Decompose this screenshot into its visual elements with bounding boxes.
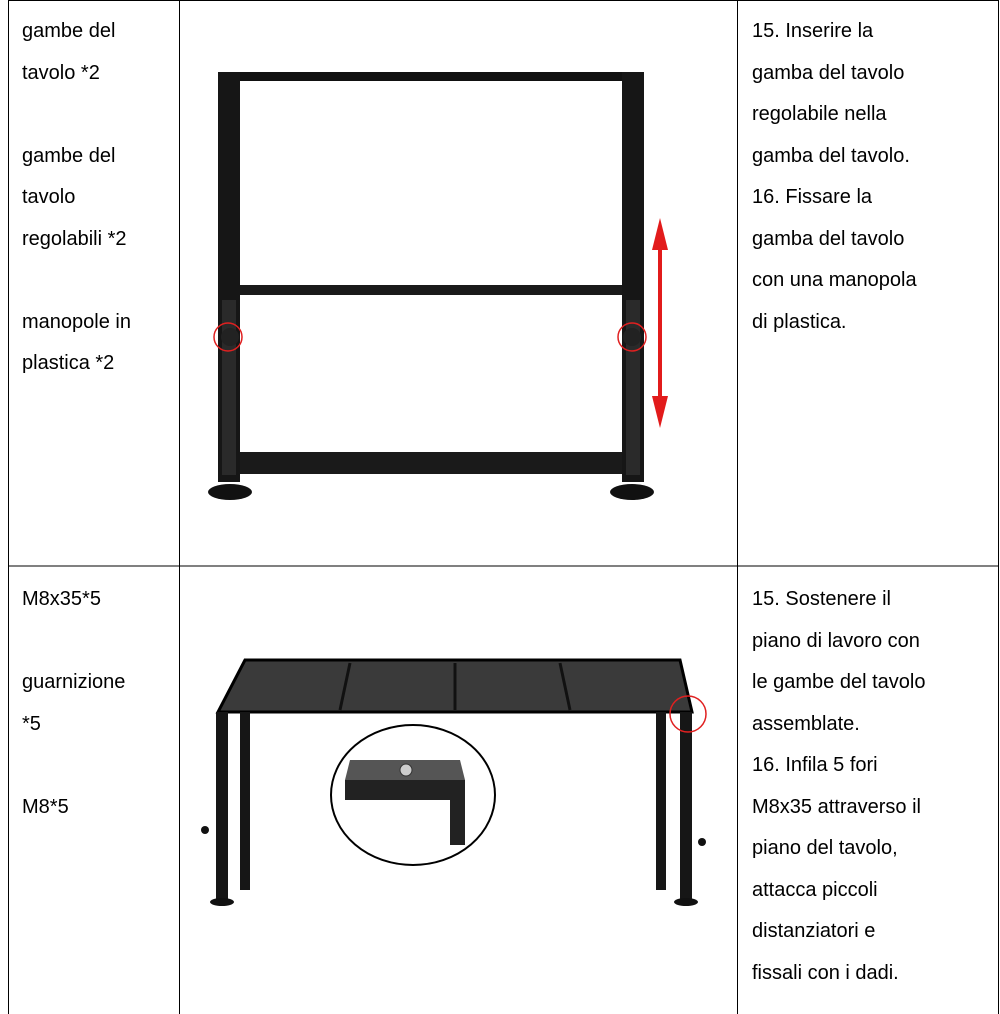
- text-line: 15. Sostenere il: [752, 588, 891, 610]
- text-line: assemblate.: [752, 712, 860, 735]
- text-line: tavolo *2: [22, 61, 100, 84]
- steps-cell: 15. Inserire la gamba del tavolo regolabil…: [752, 11, 917, 343]
- text-line: piano del tavolo,: [752, 837, 898, 859]
- text-line: guarnizione: [22, 671, 126, 693]
- text-line: 16. Infila 5 fori: [752, 754, 878, 776]
- table-frame-image: [208, 72, 668, 500]
- text-line: fissali con i dadi.: [752, 961, 899, 984]
- text-line: regolabili *2: [22, 227, 127, 250]
- table-borders: [8, 0, 999, 1014]
- text-line: distanziatori e: [752, 920, 876, 942]
- text-line: 16. Fissare la: [752, 186, 873, 208]
- text-line: *5: [22, 712, 41, 735]
- text-line: M8x35 attraverso il: [752, 795, 921, 818]
- text-line: gamba del tavolo: [752, 227, 905, 250]
- text-line: tavolo: [22, 186, 76, 208]
- text-line: gambe del: [22, 20, 116, 42]
- text-line: M8x35*5: [22, 588, 101, 610]
- text-line: plastica *2: [22, 352, 115, 374]
- text-line: gamba del tavolo: [752, 61, 905, 84]
- text-line: attacca piccoli: [752, 878, 878, 901]
- text-line: M8*5: [22, 795, 69, 818]
- text-line: 15. Inserire la: [752, 20, 874, 42]
- text-line: regolabile nella: [752, 103, 887, 125]
- text-line: gambe del: [22, 144, 116, 167]
- steps-cell: 15. Sostenere il piano di lavoro con le ga…: [752, 579, 925, 994]
- table-top-image: [201, 658, 707, 906]
- parts-cell: gambe del tavolo *2 gambe del tavolo regolab…: [22, 11, 131, 385]
- text-line: gamba del tavolo.: [752, 144, 910, 167]
- text-line: con una manopola: [752, 269, 917, 291]
- parts-cell: M8x35*5 guarnizione *5 M8*5: [22, 579, 125, 828]
- text-line: le gambe del tavolo: [752, 671, 926, 693]
- text-line: manopole in: [22, 310, 131, 333]
- text-line: di plastica.: [752, 310, 847, 333]
- text-line: piano di lavoro con: [752, 629, 920, 652]
